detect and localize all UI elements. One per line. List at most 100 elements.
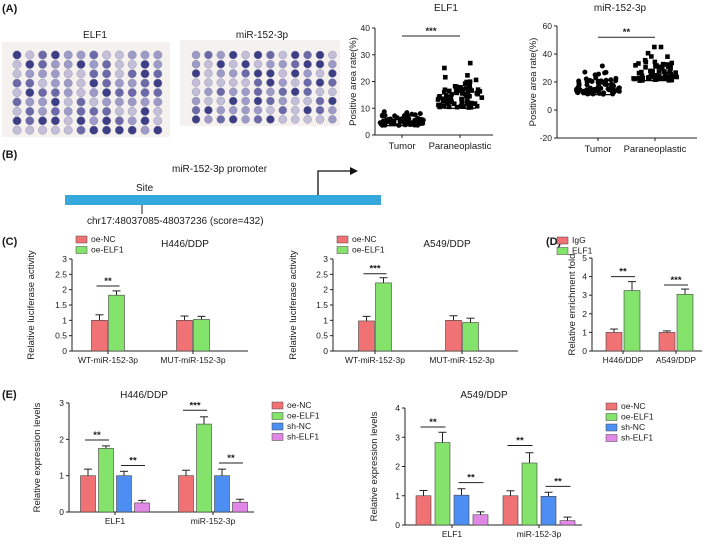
tss-arrow-head <box>350 167 358 175</box>
data-point-paraneoplastic <box>444 93 449 98</box>
plate-well <box>153 88 163 98</box>
site-label: Site <box>136 183 154 194</box>
legend-label: oe-NC <box>352 234 377 244</box>
plate-well <box>63 60 73 69</box>
data-point-paraneoplastic <box>459 97 465 103</box>
y-tick-label: 3 <box>582 290 587 300</box>
y-tick-label: 1 <box>62 315 67 325</box>
plate-well <box>25 78 35 88</box>
data-point-paraneoplastic <box>673 70 678 75</box>
data-point-paraneoplastic <box>667 67 673 72</box>
plate-well <box>115 60 124 69</box>
plate-well <box>191 59 201 69</box>
data-point-paraneoplastic <box>442 65 447 71</box>
plate-well <box>12 50 22 60</box>
plate-well <box>328 78 337 87</box>
bar-oe-nc <box>178 475 194 513</box>
plate-well <box>89 60 99 69</box>
plate-well <box>153 50 163 60</box>
bar-igg <box>658 332 676 352</box>
plate-well <box>51 97 60 107</box>
data-point-paraneoplastic <box>435 97 441 102</box>
plate-well <box>140 60 150 69</box>
chart-mir-positive-area: -20 0 20 40 60 Positive area rate(%) miR-152-3… <box>528 3 697 155</box>
data-point-tumor <box>575 84 581 90</box>
y-tick-label: 0.5 <box>316 331 328 341</box>
data-point-paraneoplastic <box>453 90 459 95</box>
ihc-label-mir: miR-152-3p <box>236 30 289 41</box>
plate-well <box>51 125 60 135</box>
y-tick-label: 0 <box>365 130 370 140</box>
plate-well <box>216 78 226 87</box>
data-point-paraneoplastic <box>436 102 441 108</box>
data-point-paraneoplastic <box>442 74 448 80</box>
plate-well <box>291 50 300 60</box>
y-tick-label: 60 <box>543 21 553 31</box>
y-tick-label: 30 <box>361 50 371 60</box>
plate-well <box>51 60 60 69</box>
plate-well <box>266 59 275 69</box>
plate-well <box>204 96 213 106</box>
legend-label: oe-ELF1 <box>91 245 124 255</box>
plate-well <box>89 50 99 60</box>
data-point-paraneoplastic <box>441 104 447 109</box>
plate-well <box>140 107 150 116</box>
data-point-tumor <box>420 120 426 126</box>
data-point-paraneoplastic <box>640 75 646 81</box>
plate-well <box>216 96 226 106</box>
y-tick-label: 20 <box>361 77 371 87</box>
legend-swatch-oe-elf1 <box>336 246 349 254</box>
data-point-paraneoplastic <box>645 50 651 56</box>
y-tick-label: 10 <box>361 103 371 113</box>
plate-well <box>38 125 47 135</box>
plate-well <box>153 69 163 79</box>
chart-title: A549/DDP <box>460 390 508 401</box>
data-point-paraneoplastic <box>441 89 447 95</box>
x-tick-label: H446/DDP <box>603 355 644 365</box>
plate-well <box>153 97 163 107</box>
plate-well <box>25 50 35 60</box>
legend-swatch-oe-elf1 <box>271 412 284 420</box>
data-point-paraneoplastic <box>449 92 454 97</box>
plate-well <box>12 97 22 107</box>
x-tick-label: Paraneoplastic <box>429 141 492 152</box>
plate-well <box>89 125 99 135</box>
plate-well <box>63 116 73 126</box>
data-point-paraneoplastic <box>454 104 460 110</box>
plate-well <box>38 69 47 79</box>
ihc-label-elf1: ELF1 <box>83 30 107 41</box>
plate-well <box>191 115 201 124</box>
plate-well <box>25 107 35 116</box>
y-tick-label: 4 <box>582 272 587 282</box>
plate-well <box>241 96 250 106</box>
plate-well <box>89 88 99 98</box>
plate-well <box>303 115 312 124</box>
plate-well <box>38 88 47 98</box>
data-point-tumor <box>584 79 590 85</box>
y-tick-label: 2 <box>395 462 400 472</box>
plate-well <box>102 97 112 107</box>
significance-label: ** <box>129 455 137 466</box>
plate-well <box>278 69 287 78</box>
data-point-paraneoplastic <box>665 74 670 79</box>
plate-well <box>51 69 60 79</box>
data-point-paraneoplastic <box>636 61 641 66</box>
plate-well <box>12 78 22 88</box>
data-point-paraneoplastic <box>468 100 474 106</box>
plate-well <box>328 87 337 97</box>
plate-well <box>315 96 325 106</box>
plate-well <box>63 78 73 88</box>
bar-oe-elf1 <box>196 423 212 513</box>
data-point-tumor <box>378 121 384 127</box>
y-tick-label: 1 <box>395 491 400 501</box>
data-point-paraneoplastic <box>442 87 448 93</box>
x-tick-label: ELF1 <box>442 529 463 539</box>
plate-well <box>51 88 60 98</box>
plate-well <box>51 50 60 60</box>
site-coordinates: chr17:48037085-48037236 (score=432) <box>87 216 264 227</box>
plate-well <box>76 69 86 79</box>
significance-label: *** <box>369 264 380 275</box>
chart-title: ELF1 <box>434 3 458 14</box>
legend-swatch-oe-nc <box>75 235 88 244</box>
